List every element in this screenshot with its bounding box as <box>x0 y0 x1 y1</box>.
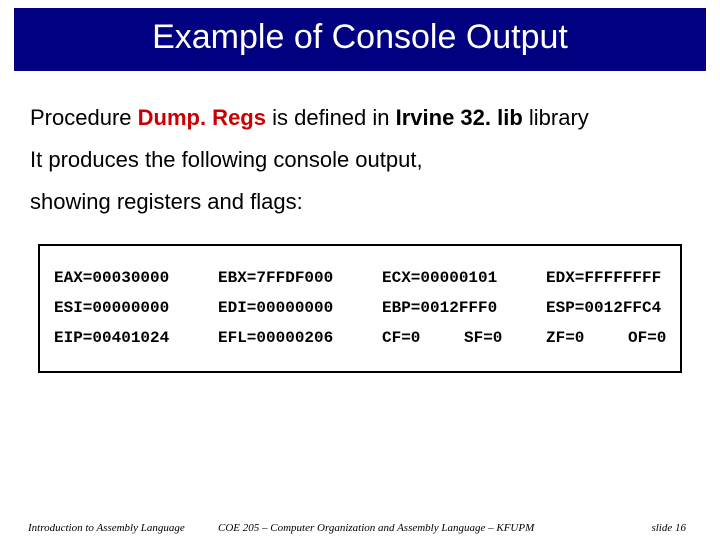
text-pre: Procedure <box>30 105 138 130</box>
reg-esi: ESI=00000000 <box>54 294 194 324</box>
reg-ecx: ECX=00000101 <box>382 264 522 294</box>
reg-edx: EDX=FFFFFFFF <box>546 264 686 294</box>
lib-name: Irvine 32. lib <box>396 105 523 130</box>
flag-cf: CF=0 <box>382 324 440 354</box>
footer-left: Introduction to Assembly Language <box>0 522 208 534</box>
title-bar: Example of Console Output <box>14 8 706 71</box>
reg-ebx: EBX=7FFDF000 <box>218 264 358 294</box>
reg-efl: EFL=00000206 <box>218 324 358 354</box>
body-line-3: showing registers and flags: <box>30 181 690 223</box>
console-row-3: EIP=00401024 EFL=00000206 CF=0 SF=0 ZF=0… <box>54 324 666 354</box>
flag-of: OF=0 <box>628 324 686 354</box>
footer: Introduction to Assembly Language COE 20… <box>0 522 720 534</box>
console-row-1: EAX=00030000 EBX=7FFDF000 ECX=00000101 E… <box>54 264 666 294</box>
flag-sf: SF=0 <box>464 324 522 354</box>
text-mid: is defined in <box>266 105 396 130</box>
body-area: Procedure Dump. Regs is defined in Irvin… <box>0 71 720 373</box>
footer-center: COE 205 – Computer Organization and Asse… <box>208 522 651 534</box>
reg-eip: EIP=00401024 <box>54 324 194 354</box>
slide-title: Example of Console Output <box>152 18 568 56</box>
proc-name: Dump. Regs <box>138 105 266 130</box>
reg-eax: EAX=00030000 <box>54 264 194 294</box>
footer-right: slide 16 <box>651 522 720 534</box>
console-output: EAX=00030000 EBX=7FFDF000 ECX=00000101 E… <box>38 244 682 373</box>
body-line-1: Procedure Dump. Regs is defined in Irvin… <box>30 97 690 139</box>
text-post: library <box>523 105 589 130</box>
reg-ebp: EBP=0012FFF0 <box>382 294 522 324</box>
reg-edi: EDI=00000000 <box>218 294 358 324</box>
flag-zf: ZF=0 <box>546 324 604 354</box>
console-row-2: ESI=00000000 EDI=00000000 EBP=0012FFF0 E… <box>54 294 666 324</box>
body-line-2: It produces the following console output… <box>30 139 690 181</box>
reg-esp: ESP=0012FFC4 <box>546 294 686 324</box>
